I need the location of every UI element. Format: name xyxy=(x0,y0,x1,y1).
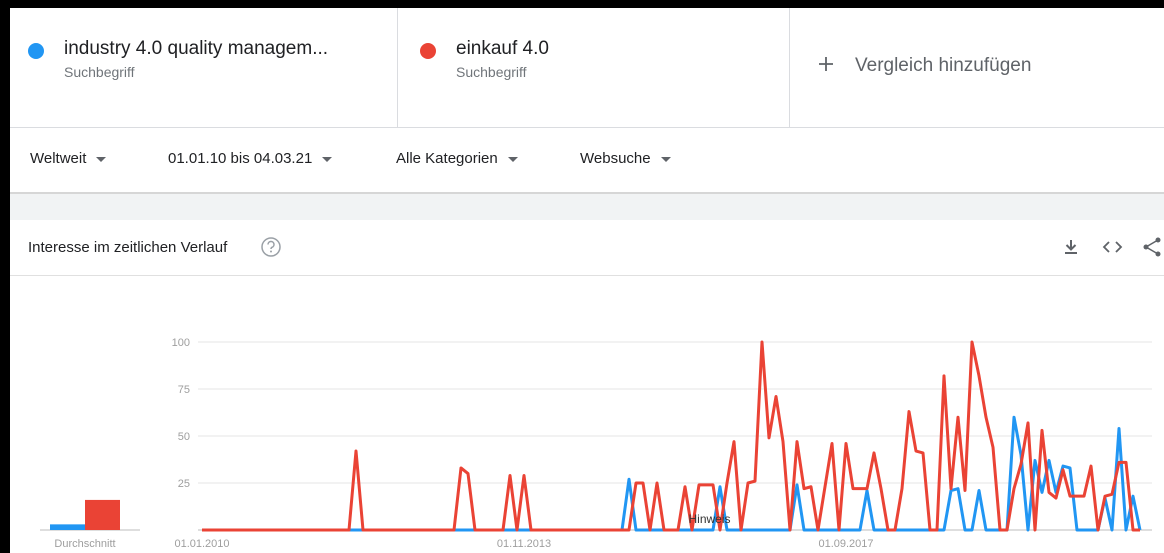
separator-band xyxy=(10,192,1164,220)
y-tick-label: 25 xyxy=(178,478,190,490)
filter[interactable]: Weltweit xyxy=(30,150,106,167)
y-tick-label: 100 xyxy=(172,337,190,349)
term-name[interactable]: einkauf 4.0 xyxy=(456,38,549,59)
section-title: Interesse im zeitlichen Verlauf xyxy=(28,239,228,256)
term-name[interactable]: industry 4.0 quality managem... xyxy=(64,38,329,59)
help-icon[interactable] xyxy=(260,236,282,258)
compare-bar xyxy=(10,8,1164,128)
plus-icon[interactable] xyxy=(818,56,834,72)
toolbar-icons xyxy=(1065,237,1161,257)
frame-top xyxy=(0,0,1164,8)
term-kind: Suchbegriff xyxy=(64,64,135,80)
average-label: Durchschnitt xyxy=(54,538,115,550)
add-comparison[interactable]: Vergleich hinzufügen xyxy=(855,55,1032,76)
x-tick-label: 01.11.2013 xyxy=(497,538,551,550)
term-dot xyxy=(28,43,44,59)
y-tick-label: 50 xyxy=(178,431,190,443)
note: Hinweis xyxy=(688,512,730,526)
filter[interactable]: 01.01.10 bis 04.03.21 xyxy=(168,150,332,167)
divider xyxy=(789,8,790,127)
y-tick-label: 75 xyxy=(178,384,190,396)
term-kind: Suchbegriff xyxy=(456,64,527,80)
divider xyxy=(397,8,398,127)
embed-icon[interactable] xyxy=(1102,241,1123,253)
filter[interactable]: Alle Kategorien xyxy=(396,150,518,167)
average-bar xyxy=(50,524,85,530)
download-icon[interactable] xyxy=(1065,240,1077,254)
filter[interactable]: Websuche xyxy=(580,150,671,167)
average-bar xyxy=(85,499,120,530)
term-dot xyxy=(420,43,436,59)
share-icon[interactable] xyxy=(1143,237,1161,257)
frame-left xyxy=(0,0,10,553)
section-divider xyxy=(10,275,1164,276)
x-tick-label: 01.01.2010 xyxy=(174,538,229,550)
series-line xyxy=(202,340,1140,532)
x-tick-label: 01.09.2017 xyxy=(818,538,873,550)
